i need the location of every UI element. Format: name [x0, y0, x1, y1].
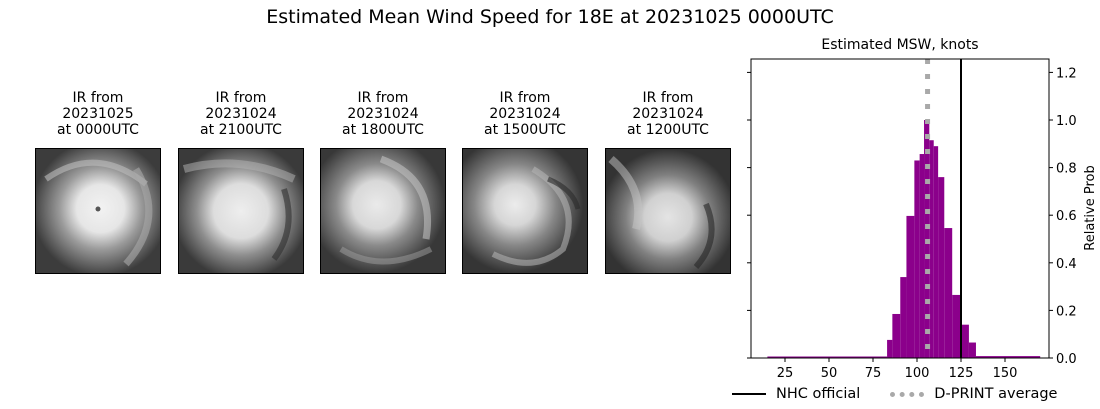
ir-caption-date: 20231024 [347, 106, 419, 122]
figure-title: Estimated Mean Wind Speed for 18E at 202… [266, 6, 834, 28]
ir-panel-3: IR from 20231024 at 1500UTC [462, 90, 588, 274]
ir-caption-time: at 0000UTC [57, 122, 139, 138]
y-tick-label: 1.2 [1056, 66, 1077, 81]
y-axis-ticks: 0.0 0.2 0.4 0.6 0.8 1.0 1.2 [747, 66, 1077, 367]
ir-caption-time: at 1500UTC [484, 122, 566, 138]
x-axis-ticks: 25 50 75 100 125 150 [777, 358, 1018, 381]
histogram-bar [892, 313, 901, 358]
ir-caption-date: 20231024 [205, 106, 277, 122]
histogram-bar [968, 342, 976, 358]
ir-caption-date: 20231024 [632, 106, 704, 122]
histogram-bar [900, 277, 907, 358]
x-tick-label: 125 [949, 366, 974, 381]
histogram-bar [919, 154, 925, 358]
x-tick-label: 50 [821, 366, 838, 381]
reference-lines [925, 59, 962, 358]
x-tick-label: 75 [865, 366, 882, 381]
histogram-bar [887, 339, 893, 358]
ir-caption-line: IR from [215, 90, 267, 106]
ir-caption-date: 20231024 [489, 106, 561, 122]
y-tick-label: 0.0 [1056, 352, 1077, 367]
ir-caption-line: IR from [72, 90, 124, 106]
histogram-bar [906, 215, 915, 358]
chart-legend: NHC official D-PRINT average [732, 386, 1087, 402]
y-tick-label: 0.2 [1056, 304, 1077, 319]
y-tick-label: 0.8 [1056, 162, 1077, 177]
ir-panel-1: IR from 20231024 at 2100UTC [178, 90, 304, 274]
ir-satellite-image [178, 148, 304, 274]
msw-histogram-chart: Estimated MSW, knots 25 50 75 100 125 150 0.0… [747, 37, 1098, 381]
histogram-bar [938, 177, 945, 358]
ir-caption: IR from 20231024 at 1500UTC [462, 90, 588, 138]
ir-caption-date: 20231025 [62, 106, 134, 122]
histogram-bar [944, 228, 953, 358]
histogram-bars [767, 120, 1041, 358]
ir-panel-2: IR from 20231024 at 1800UTC [320, 90, 446, 274]
ir-satellite-image [35, 148, 161, 274]
x-tick-label: 150 [993, 366, 1018, 381]
ir-caption-time: at 1800UTC [342, 122, 424, 138]
legend-item-nhc: NHC official [732, 386, 860, 402]
y-tick-label: 0.4 [1056, 257, 1077, 272]
ir-panel-4: IR from 20231024 at 1200UTC [605, 90, 731, 274]
y-tick-label: 0.6 [1056, 209, 1077, 224]
histogram-bar [933, 146, 939, 358]
legend-label-nhc: NHC official [776, 386, 861, 402]
y-axis-label: Relative Prob [1083, 165, 1098, 250]
histogram-bar [929, 140, 934, 358]
ir-caption-line: IR from [357, 90, 409, 106]
ir-caption-line: IR from [642, 90, 694, 106]
dotted-line-icon [890, 391, 925, 397]
chart-title: Estimated MSW, knots [821, 37, 978, 53]
ir-satellite-image [320, 148, 446, 274]
ir-caption-time: at 2100UTC [200, 122, 282, 138]
histogram-bar [952, 294, 962, 358]
ir-caption: IR from 20231024 at 1800UTC [320, 90, 446, 138]
legend-label-dprint: D-PRINT average [934, 386, 1058, 402]
ir-satellite-image [605, 148, 731, 274]
ir-panel-0: IR from 20231025 at 0000UTC [35, 90, 161, 274]
histogram-bar [914, 160, 920, 358]
x-tick-label: 100 [905, 366, 930, 381]
x-tick-label: 25 [777, 366, 794, 381]
ir-satellite-image [462, 148, 588, 274]
histogram-bar [961, 324, 969, 358]
ir-caption-time: at 1200UTC [627, 122, 709, 138]
axes-frame [750, 58, 1050, 359]
ir-caption: IR from 20231024 at 1200UTC [605, 90, 731, 138]
solid-line-icon [732, 393, 766, 395]
histogram-bar [975, 356, 1041, 358]
ir-caption: IR from 20231025 at 0000UTC [35, 90, 161, 138]
y-tick-label: 1.0 [1056, 114, 1077, 129]
histogram-bar [767, 356, 888, 358]
ir-caption: IR from 20231024 at 2100UTC [178, 90, 304, 138]
legend-item-dprint: D-PRINT average [890, 386, 1057, 402]
ir-caption-line: IR from [499, 90, 551, 106]
